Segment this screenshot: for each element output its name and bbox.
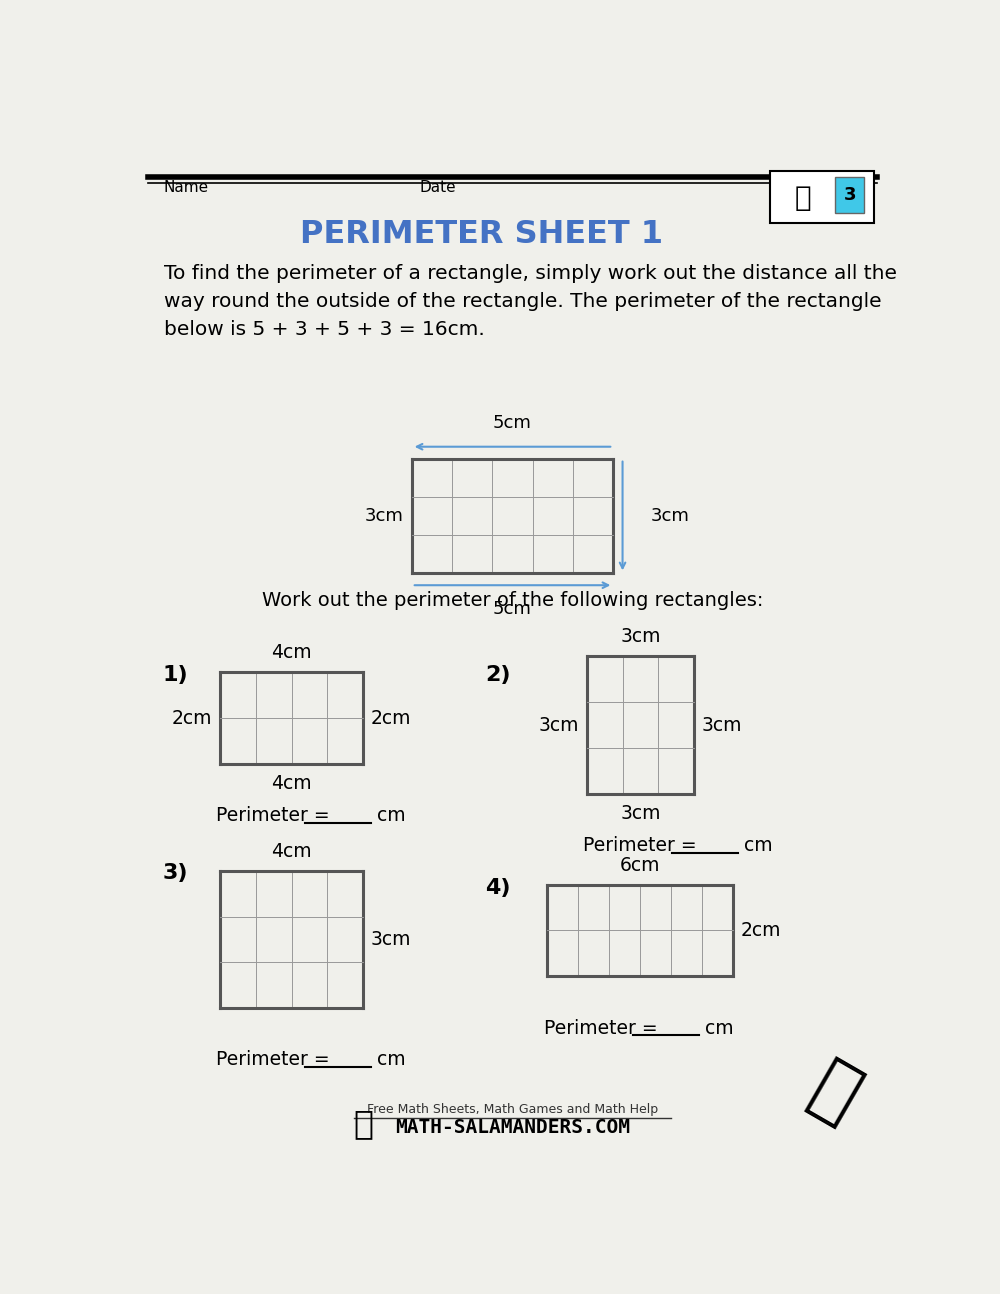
Text: 3cm: 3cm: [620, 628, 661, 647]
Text: 2cm: 2cm: [172, 709, 212, 727]
Text: 2): 2): [485, 665, 511, 686]
Text: 5cm: 5cm: [493, 414, 532, 432]
Text: way round the outside of the rectangle. The perimeter of the rectangle: way round the outside of the rectangle. …: [164, 291, 881, 311]
Text: Perimeter =: Perimeter =: [216, 1051, 336, 1070]
Text: 3): 3): [162, 863, 188, 883]
Text: 3cm: 3cm: [365, 507, 404, 525]
Bar: [770, 171, 874, 223]
Text: MATH-SALAMANDERS.COM: MATH-SALAMANDERS.COM: [395, 1118, 630, 1137]
Text: 3cm: 3cm: [539, 716, 579, 735]
Text: Perimeter =: Perimeter =: [544, 1018, 663, 1038]
Text: 🦎: 🦎: [798, 1053, 870, 1135]
Text: 5cm: 5cm: [493, 600, 532, 619]
Text: below is 5 + 3 + 5 + 3 = 16cm.: below is 5 + 3 + 5 + 3 = 16cm.: [164, 320, 484, 339]
Text: 3: 3: [843, 186, 856, 204]
Text: 🦎: 🦎: [795, 184, 811, 212]
Text: cm: cm: [377, 806, 406, 826]
Text: PERIMETER SHEET 1: PERIMETER SHEET 1: [300, 220, 663, 251]
Text: 2cm: 2cm: [741, 921, 782, 939]
Text: 3cm: 3cm: [650, 507, 689, 525]
Text: cm: cm: [377, 1051, 406, 1070]
Text: Name: Name: [164, 180, 209, 195]
Text: 3cm: 3cm: [371, 930, 412, 949]
Text: Perimeter =: Perimeter =: [583, 836, 703, 855]
Text: 3cm: 3cm: [620, 804, 661, 823]
Text: Date: Date: [420, 180, 456, 195]
Text: 2cm: 2cm: [371, 709, 412, 727]
Text: Free Math Sheets, Math Games and Math Help: Free Math Sheets, Math Games and Math He…: [367, 1104, 658, 1117]
Text: 4cm: 4cm: [271, 841, 312, 861]
Text: 4): 4): [485, 877, 511, 898]
Text: Perimeter =: Perimeter =: [216, 806, 336, 826]
Text: cm: cm: [744, 836, 773, 855]
Text: 3cm: 3cm: [702, 716, 742, 735]
Text: Work out the perimeter of the following rectangles:: Work out the perimeter of the following …: [262, 591, 763, 611]
Text: 6cm: 6cm: [620, 855, 661, 875]
Bar: [835, 177, 864, 214]
Text: 1): 1): [162, 665, 188, 686]
Text: 4cm: 4cm: [271, 643, 312, 663]
Text: To find the perimeter of a rectangle, simply work out the distance all the: To find the perimeter of a rectangle, si…: [164, 264, 897, 283]
Text: cm: cm: [705, 1018, 733, 1038]
Text: 4cm: 4cm: [271, 774, 312, 793]
Text: 🦎: 🦎: [354, 1108, 374, 1140]
